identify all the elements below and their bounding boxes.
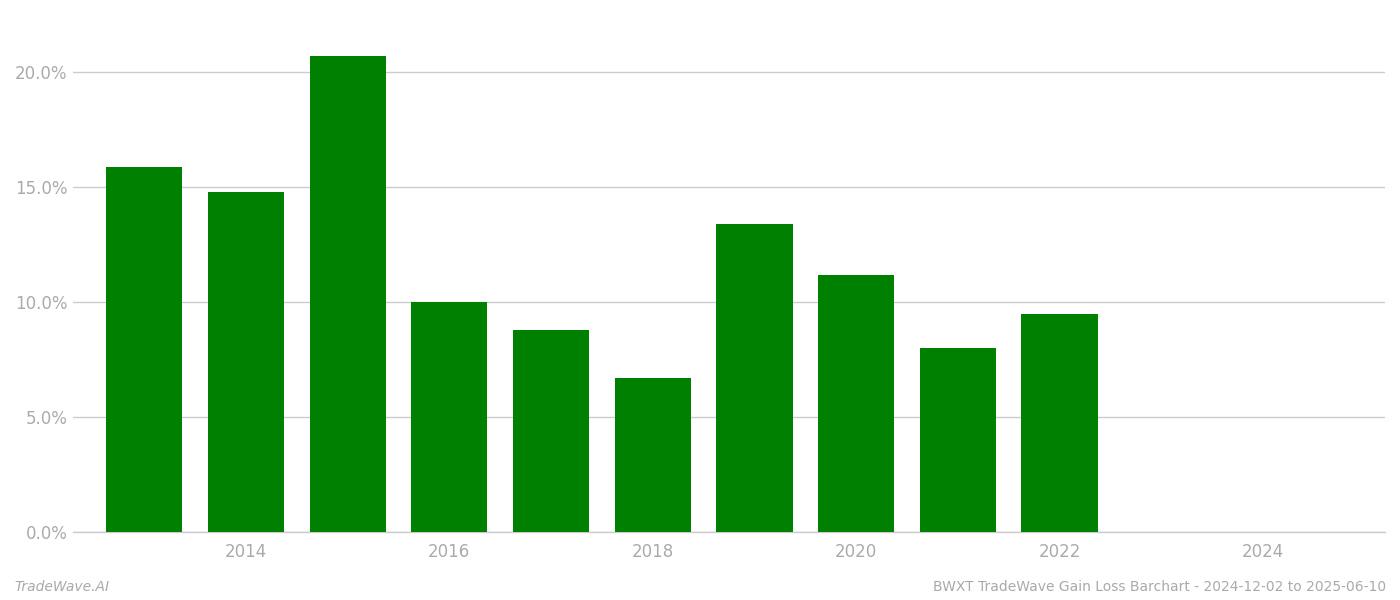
Text: BWXT TradeWave Gain Loss Barchart - 2024-12-02 to 2025-06-10: BWXT TradeWave Gain Loss Barchart - 2024… [932, 580, 1386, 594]
Bar [412, 302, 487, 532]
Bar [1022, 314, 1098, 532]
Bar [717, 224, 792, 532]
Bar [615, 378, 690, 532]
Bar [106, 167, 182, 532]
Bar [920, 348, 995, 532]
Bar [309, 56, 386, 532]
Bar [818, 275, 895, 532]
Bar [207, 192, 284, 532]
Text: TradeWave.AI: TradeWave.AI [14, 580, 109, 594]
Bar [512, 330, 589, 532]
